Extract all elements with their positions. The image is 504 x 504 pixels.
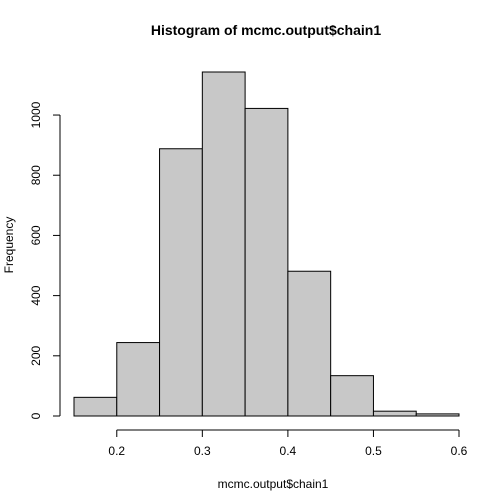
y-tick-label: 600 xyxy=(29,225,43,245)
y-tick-label: 400 xyxy=(29,285,43,305)
histogram-bar xyxy=(159,148,203,417)
histogram-bars xyxy=(73,71,460,417)
x-tick-label: 0.3 xyxy=(194,444,211,458)
y-tick-label: 1000 xyxy=(29,101,43,128)
y-tick-label: 200 xyxy=(29,345,43,365)
histogram-bar xyxy=(201,71,246,417)
x-axis-label: mcmc.output$chain1 xyxy=(218,477,329,491)
histogram-bar xyxy=(372,410,417,417)
chart-title: Histogram of mcmc.output$chain1 xyxy=(151,22,381,38)
histogram-bar xyxy=(116,342,161,417)
x-tick-label: 0.6 xyxy=(451,444,468,458)
y-tick-label: 800 xyxy=(29,165,43,185)
y-axis-label: Frequency xyxy=(2,217,16,274)
x-tick-label: 0.5 xyxy=(365,444,382,458)
x-tick-label: 0.2 xyxy=(108,444,125,458)
histogram-bar xyxy=(244,107,289,417)
y-tick-label: 0 xyxy=(29,412,43,419)
histogram-bar xyxy=(330,375,374,417)
y-axis: 0 200 400 600 800 1000 xyxy=(29,101,61,419)
x-axis: 0.2 0.3 0.4 0.5 0.6 xyxy=(108,429,468,458)
x-tick-label: 0.4 xyxy=(280,444,297,458)
histogram-bar xyxy=(415,413,460,417)
histogram-bar xyxy=(287,270,332,417)
histogram-bar xyxy=(73,396,118,417)
